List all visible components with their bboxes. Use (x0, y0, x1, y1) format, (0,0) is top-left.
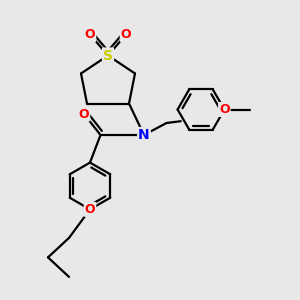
Text: O: O (79, 107, 89, 121)
Text: S: S (103, 49, 113, 62)
Text: O: O (219, 103, 230, 116)
Text: O: O (121, 28, 131, 41)
Text: O: O (85, 28, 95, 41)
Text: O: O (85, 203, 95, 216)
Text: N: N (138, 128, 150, 142)
